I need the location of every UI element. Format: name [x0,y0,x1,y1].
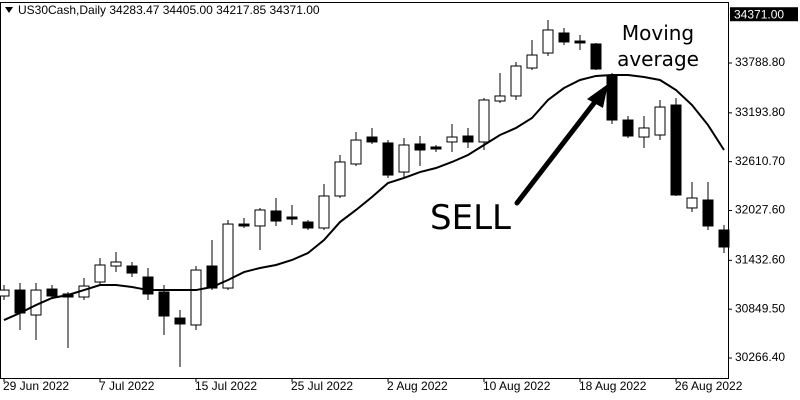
chart-title: US30Cash,Daily 34283.47 34405.00 34217.8… [18,3,320,17]
candle-body [686,197,698,209]
x-tick-label: 18 Aug 2022 [579,379,647,393]
candle-body [46,288,58,297]
candle-body [398,144,410,173]
y-tick-label: 33193.80 [735,105,785,119]
candle-body [718,229,730,248]
x-tick-label: 26 Aug 2022 [675,379,743,393]
ma-annotation: Moving average [617,21,699,71]
candle-body [318,195,330,229]
symbol-icon [5,7,13,13]
candle-body [334,161,346,197]
candle-body [254,209,266,227]
candle-body [526,54,538,69]
candle-body [142,276,154,295]
candle-body [414,143,426,151]
candle-body [190,269,202,326]
y-tick-label: 30266.40 [735,350,785,364]
candle-body [174,317,186,325]
candle-body [510,65,522,97]
y-tick-label: 32610.70 [735,154,785,168]
candle-body [430,146,442,150]
candle-body [110,261,122,267]
y-tick-label: 31432.60 [735,253,785,267]
candle-body [350,139,362,165]
candle-body [478,99,490,143]
candle-body [590,43,602,70]
x-tick-label: 25 Jul 2022 [291,379,353,393]
candle-body [126,265,138,274]
candle-body [702,199,714,227]
x-tick-label: 15 Jul 2022 [195,379,257,393]
candle-body [654,106,666,136]
candle-body [670,104,682,196]
candle-body [558,32,570,43]
candle-body [542,29,554,54]
sell-annotation: SELL [430,198,511,238]
candle-body [366,136,378,143]
current-price-box [730,7,798,22]
candle-body [0,289,10,297]
plot-frame [0,2,729,379]
candle-body [462,135,474,143]
candle-body [574,40,586,44]
x-tick-label: 10 Aug 2022 [483,379,551,393]
sell-arrow [514,84,608,206]
y-tick-label: 32027.60 [735,203,785,217]
candle-body [14,289,26,314]
candle-body [638,127,650,138]
candle-body [94,264,106,283]
candle-body [158,291,170,317]
candle-body [606,74,618,121]
y-tick-label: 30849.50 [735,301,785,315]
candle-body [622,119,634,137]
candle-body [286,216,298,220]
x-tick-label: 7 Jul 2022 [99,379,155,393]
x-tick-label: 29 Jun 2022 [3,379,69,393]
y-tick-label: 33788.80 [735,55,785,69]
candle-body [222,223,234,289]
candle-body [270,210,282,222]
candle-body [238,223,250,227]
candle-body [446,136,458,143]
moving-average-line [3,73,725,321]
x-tick-label: 2 Aug 2022 [387,379,448,393]
candle-body [494,95,506,102]
candle-body [302,221,314,229]
candle-body [382,142,394,176]
current-price-label: 34371.00 [734,7,784,21]
